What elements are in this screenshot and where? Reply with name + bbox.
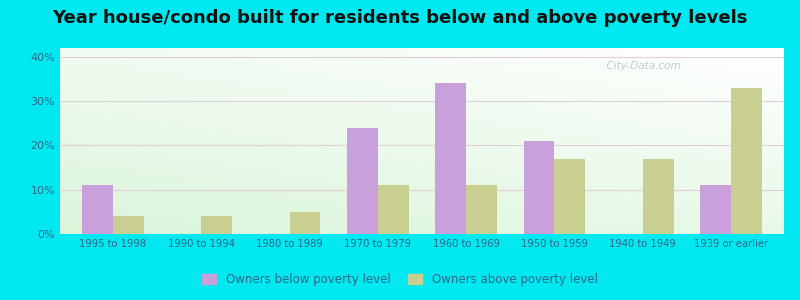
Text: City-Data.com: City-Data.com xyxy=(600,61,680,71)
Bar xyxy=(642,159,674,234)
Bar xyxy=(290,212,321,234)
Text: Year house/condo built for residents below and above poverty levels: Year house/condo built for residents bel… xyxy=(52,9,748,27)
Bar xyxy=(731,88,762,234)
Bar xyxy=(554,159,586,234)
Bar xyxy=(435,83,466,234)
Bar xyxy=(466,185,497,234)
Bar xyxy=(202,216,232,234)
Bar xyxy=(523,141,554,234)
Legend: Owners below poverty level, Owners above poverty level: Owners below poverty level, Owners above… xyxy=(198,269,602,291)
Bar xyxy=(700,185,731,234)
Bar xyxy=(378,185,409,234)
Bar xyxy=(113,216,144,234)
Bar xyxy=(82,185,113,234)
Bar xyxy=(347,128,378,234)
